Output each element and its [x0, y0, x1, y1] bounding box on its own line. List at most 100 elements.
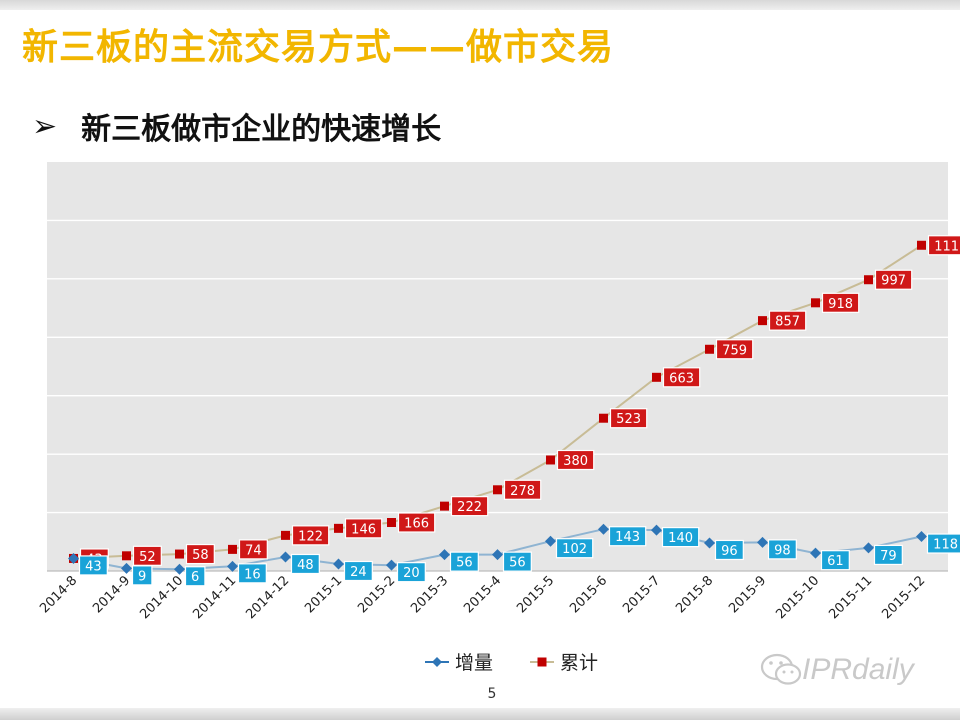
data-label-cumulative-box [450, 496, 489, 517]
data-label-increment: 118 [933, 538, 958, 553]
wechat-icon [760, 653, 802, 685]
data-label-cumulative: 380 [563, 454, 588, 469]
data-label-cumulative: 759 [722, 343, 747, 358]
x-tick-label: 2014-9 [90, 573, 133, 616]
marker-increment [810, 547, 821, 559]
data-label-cumulative-box [238, 539, 268, 560]
data-label-cumulative-box [768, 310, 807, 331]
data-label-increment: 56 [456, 556, 473, 571]
marker-increment [863, 542, 874, 554]
marker-cumulative [175, 549, 184, 559]
data-label-increment-box [608, 526, 647, 547]
subtitle-row: ➢ 新三板做市企业的快速增长 [32, 104, 441, 148]
marker-increment [598, 523, 609, 535]
data-label-increment: 24 [350, 565, 367, 580]
data-label-increment-box [555, 538, 594, 559]
marker-increment [280, 551, 291, 563]
chart-subtitle: 新三板做市企业的快速增长 [81, 112, 442, 147]
marker-increment [333, 558, 344, 570]
legend-marker-increment [432, 657, 442, 667]
x-tick-label: 2015-10 [773, 573, 822, 622]
data-label-increment: 20 [403, 566, 420, 581]
marker-cumulative [122, 551, 131, 561]
data-label-cumulative: 166 [404, 517, 429, 532]
data-label-increment: 9 [138, 569, 146, 584]
data-label-cumulative-box [291, 525, 330, 546]
data-label-cumulative-box [874, 269, 913, 290]
marker-increment [386, 559, 397, 571]
marker-cumulative [864, 275, 873, 285]
data-label-increment: 48 [297, 558, 314, 573]
data-label-cumulative: 857 [775, 315, 800, 330]
marker-increment [68, 552, 79, 564]
marker-cumulative [387, 518, 396, 528]
data-label-increment-box [873, 544, 903, 566]
data-label-cumulative-box [556, 449, 595, 471]
marker-cumulative [334, 523, 343, 533]
data-label-increment-box [396, 562, 426, 583]
data-label-increment: 6 [191, 570, 199, 585]
data-label-cumulative-box [609, 408, 648, 429]
data-label-increment: 16 [244, 567, 261, 582]
marker-increment [651, 524, 662, 536]
marker-increment [174, 563, 185, 575]
data-label-increment-box [343, 560, 373, 582]
arrow-bullet-icon: ➢ [32, 108, 58, 144]
data-label-cumulative-box [503, 479, 542, 500]
data-label-cumulative: 523 [616, 412, 641, 427]
data-label-cumulative: 997 [881, 274, 906, 289]
data-label-increment-box [237, 563, 267, 584]
data-label-cumulative-box [185, 543, 215, 565]
legend-label-cumulative: 累计 [560, 652, 598, 674]
plot-area [47, 162, 948, 571]
data-label-increment: 79 [880, 549, 897, 564]
data-label-increment: 96 [721, 544, 738, 559]
x-tick-label: 2014-8 [37, 573, 80, 616]
top-bar [0, 0, 960, 10]
data-label-increment-box [767, 539, 797, 560]
x-tick-label: 2015-12 [879, 573, 928, 622]
data-label-cumulative: 74 [245, 543, 262, 558]
data-label-increment: 143 [615, 530, 640, 545]
marker-cumulative [281, 530, 290, 540]
data-label-increment: 61 [827, 554, 844, 569]
marker-increment [757, 536, 768, 548]
x-tick-label: 2015-9 [726, 573, 769, 616]
watermark-text: IPRdaily [802, 653, 914, 686]
data-label-cumulative-box [821, 292, 860, 313]
data-label-cumulative: 278 [510, 484, 535, 499]
data-label-cumulative: 663 [669, 371, 694, 386]
legend-marker-cumulative [537, 657, 547, 667]
marker-cumulative [811, 298, 820, 308]
x-tick-label: 2015-1 [302, 573, 345, 616]
marker-cumulative [228, 544, 237, 554]
data-label-cumulative: 1115 [934, 239, 960, 254]
marker-cumulative [758, 316, 767, 326]
data-label-increment-box [449, 551, 479, 572]
page-number: 5 [487, 686, 497, 702]
data-label-increment-box [184, 566, 206, 587]
x-tick-label: 2015-4 [461, 573, 504, 616]
data-label-cumulative-box [662, 367, 701, 388]
watermark: IPRdaily [760, 652, 914, 688]
x-tick-label: 2015-5 [514, 573, 557, 616]
bottom-bar [0, 708, 960, 720]
marker-increment [704, 537, 715, 549]
data-label-cumulative-box [344, 518, 383, 539]
data-label-increment: 102 [562, 542, 587, 557]
data-label-cumulative: 58 [192, 548, 209, 563]
data-label-cumulative-box [927, 235, 960, 256]
data-label-increment-box [290, 553, 320, 575]
data-label-increment-box [502, 551, 532, 572]
data-label-cumulative: 122 [298, 529, 323, 544]
marker-increment [227, 560, 238, 572]
marker-cumulative [705, 344, 714, 354]
data-label-increment-box [131, 565, 153, 586]
data-label-increment: 56 [509, 556, 526, 571]
data-label-cumulative-box [715, 339, 754, 360]
marker-increment [545, 535, 556, 547]
data-label-increment-box [78, 555, 108, 576]
marker-increment [439, 549, 450, 561]
marker-increment [492, 549, 503, 561]
x-tick-label: 2015-6 [567, 573, 610, 616]
